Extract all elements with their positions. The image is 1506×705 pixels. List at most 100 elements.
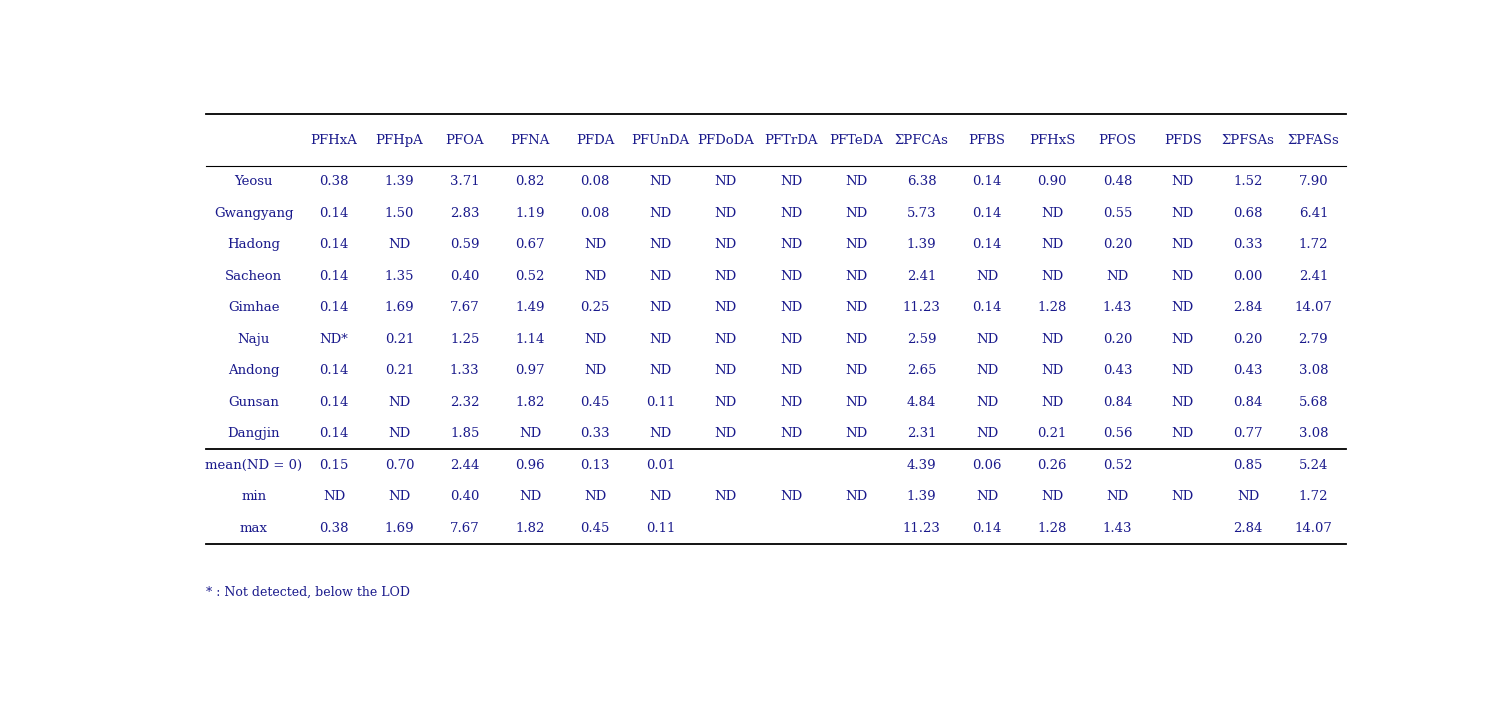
Text: 0.20: 0.20 (1102, 238, 1133, 251)
Text: ND: ND (1041, 207, 1063, 220)
Text: ND: ND (976, 364, 998, 377)
Text: PFHpA: PFHpA (375, 134, 423, 147)
Text: ND: ND (1172, 270, 1194, 283)
Text: 1.28: 1.28 (1038, 522, 1066, 534)
Text: 1.39: 1.39 (907, 490, 937, 503)
Text: 0.14: 0.14 (319, 364, 349, 377)
Text: ND: ND (1172, 176, 1194, 188)
Text: ND: ND (780, 270, 803, 283)
Text: ND: ND (780, 396, 803, 409)
Text: 5.68: 5.68 (1298, 396, 1328, 409)
Text: 6.41: 6.41 (1298, 207, 1328, 220)
Text: 0.14: 0.14 (973, 522, 1001, 534)
Text: ND: ND (845, 333, 867, 345)
Text: ND: ND (1172, 490, 1194, 503)
Text: 0.55: 0.55 (1102, 207, 1133, 220)
Text: ND: ND (780, 207, 803, 220)
Text: PFHxA: PFHxA (310, 134, 357, 147)
Text: ND: ND (1172, 207, 1194, 220)
Text: max: max (239, 522, 268, 534)
Text: 5.73: 5.73 (907, 207, 937, 220)
Text: ND: ND (715, 176, 736, 188)
Text: 0.59: 0.59 (450, 238, 479, 251)
Text: 0.52: 0.52 (1102, 459, 1133, 472)
Text: 0.11: 0.11 (646, 522, 675, 534)
Text: ND: ND (649, 364, 672, 377)
Text: 14.07: 14.07 (1295, 301, 1333, 314)
Text: 0.14: 0.14 (319, 238, 349, 251)
Text: 2.32: 2.32 (450, 396, 479, 409)
Text: ND: ND (780, 176, 803, 188)
Text: 1.69: 1.69 (384, 522, 414, 534)
Text: ND: ND (649, 207, 672, 220)
Text: 1.72: 1.72 (1298, 238, 1328, 251)
Text: 0.82: 0.82 (515, 176, 545, 188)
Text: ND: ND (1172, 396, 1194, 409)
Text: 0.21: 0.21 (384, 333, 414, 345)
Text: 1.50: 1.50 (384, 207, 414, 220)
Text: ND: ND (780, 301, 803, 314)
Text: ND: ND (976, 490, 998, 503)
Text: ND: ND (780, 490, 803, 503)
Text: 0.21: 0.21 (384, 364, 414, 377)
Text: ND: ND (584, 364, 607, 377)
Text: ND: ND (780, 333, 803, 345)
Text: Naju: Naju (238, 333, 270, 345)
Text: 6.38: 6.38 (907, 176, 937, 188)
Text: 0.33: 0.33 (580, 427, 610, 440)
Text: 3.08: 3.08 (1298, 427, 1328, 440)
Text: 2.79: 2.79 (1298, 333, 1328, 345)
Text: 11.23: 11.23 (902, 522, 941, 534)
Text: ND: ND (649, 270, 672, 283)
Text: ND: ND (584, 490, 607, 503)
Text: 1.82: 1.82 (515, 522, 545, 534)
Text: ND: ND (715, 396, 736, 409)
Text: PFDS: PFDS (1164, 134, 1202, 147)
Text: Hadong: Hadong (227, 238, 280, 251)
Text: 1.52: 1.52 (1233, 176, 1264, 188)
Text: 3.71: 3.71 (450, 176, 479, 188)
Text: 0.67: 0.67 (515, 238, 545, 251)
Text: Dangjin: Dangjin (227, 427, 280, 440)
Text: ND: ND (1041, 396, 1063, 409)
Text: ND: ND (520, 490, 541, 503)
Text: ND: ND (520, 427, 541, 440)
Text: 1.19: 1.19 (515, 207, 545, 220)
Text: 0.33: 0.33 (1233, 238, 1264, 251)
Text: ND: ND (584, 333, 607, 345)
Text: ND: ND (1172, 364, 1194, 377)
Text: Gimhae: Gimhae (227, 301, 279, 314)
Text: * : Not detected, below the LOD: * : Not detected, below the LOD (206, 586, 410, 599)
Text: 0.21: 0.21 (1038, 427, 1066, 440)
Text: ND: ND (584, 270, 607, 283)
Text: PFOA: PFOA (446, 134, 483, 147)
Text: ND: ND (1172, 301, 1194, 314)
Text: 0.08: 0.08 (581, 176, 610, 188)
Text: 0.84: 0.84 (1102, 396, 1133, 409)
Text: ND: ND (389, 238, 411, 251)
Text: 0.06: 0.06 (973, 459, 1001, 472)
Text: 4.39: 4.39 (907, 459, 937, 472)
Text: ND: ND (845, 238, 867, 251)
Text: 2.31: 2.31 (907, 427, 937, 440)
Text: 3.08: 3.08 (1298, 364, 1328, 377)
Text: 2.84: 2.84 (1233, 522, 1264, 534)
Text: mean(ND = 0): mean(ND = 0) (205, 459, 303, 472)
Text: PFBS: PFBS (968, 134, 1006, 147)
Text: 1.82: 1.82 (515, 396, 545, 409)
Text: 0.90: 0.90 (1038, 176, 1068, 188)
Text: ND: ND (649, 333, 672, 345)
Text: 0.14: 0.14 (319, 396, 349, 409)
Text: ND: ND (649, 301, 672, 314)
Text: 0.77: 0.77 (1233, 427, 1264, 440)
Text: 0.56: 0.56 (1102, 427, 1133, 440)
Text: ND: ND (780, 238, 803, 251)
Text: ND: ND (715, 333, 736, 345)
Text: ΣPFCAs: ΣPFCAs (895, 134, 949, 147)
Text: 0.20: 0.20 (1233, 333, 1264, 345)
Text: ND: ND (649, 490, 672, 503)
Text: PFDA: PFDA (577, 134, 614, 147)
Text: 7.67: 7.67 (450, 522, 479, 534)
Text: PFTrDA: PFTrDA (765, 134, 818, 147)
Text: 0.38: 0.38 (319, 176, 349, 188)
